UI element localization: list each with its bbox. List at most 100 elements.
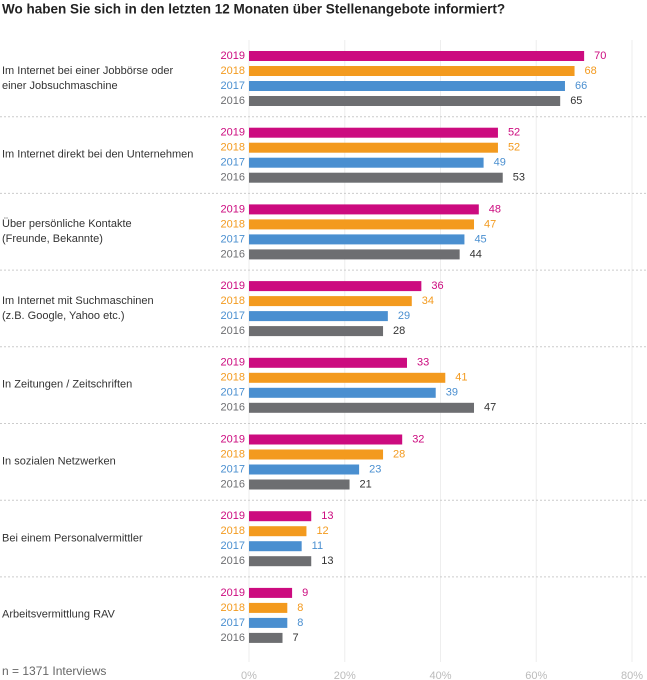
- value-label: 47: [484, 402, 496, 414]
- year-label: 2018: [221, 295, 245, 307]
- x-tick-label: 20%: [334, 670, 356, 680]
- bar: [249, 249, 460, 260]
- year-label: 2019: [221, 357, 245, 369]
- value-label: 13: [321, 510, 333, 522]
- value-label: 52: [508, 142, 520, 154]
- value-label: 34: [422, 295, 434, 307]
- value-label: 12: [316, 525, 328, 537]
- bar: [249, 464, 360, 475]
- bar: [249, 142, 498, 153]
- value-label: 8: [297, 602, 303, 614]
- year-label: 2016: [221, 555, 245, 567]
- bar: [249, 281, 422, 292]
- value-label: 33: [417, 357, 429, 369]
- value-label: 39: [446, 387, 458, 399]
- value-label: 44: [470, 248, 482, 260]
- year-label: 2017: [221, 157, 245, 169]
- year-label: 2016: [221, 632, 245, 644]
- year-label: 2019: [221, 510, 245, 522]
- bar: [249, 556, 312, 567]
- category-label: Über persönliche Kontakte (Freunde, Beka…: [2, 217, 132, 245]
- bar: [249, 357, 407, 368]
- value-label: 65: [570, 95, 582, 107]
- value-label: 7: [293, 632, 299, 644]
- year-label: 2018: [221, 142, 245, 154]
- bar: [249, 66, 575, 76]
- year-label: 2017: [221, 463, 245, 475]
- value-label: 52: [508, 127, 520, 139]
- bar: [249, 449, 384, 460]
- value-label: 70: [594, 50, 606, 62]
- year-label: 2018: [221, 525, 245, 537]
- bar: [249, 204, 479, 215]
- bar: [249, 51, 585, 61]
- value-label: 68: [585, 65, 597, 77]
- value-label: 29: [398, 310, 410, 322]
- bar: [249, 402, 475, 413]
- bar: [249, 387, 436, 398]
- year-label: 2017: [221, 540, 245, 552]
- bar: [249, 617, 288, 628]
- value-label: 49: [494, 157, 506, 169]
- bar: [249, 587, 293, 598]
- year-label: 2016: [221, 402, 245, 414]
- year-label: 2018: [221, 372, 245, 384]
- x-tick-label: 40%: [429, 670, 451, 680]
- bar: [249, 172, 503, 183]
- bar: [249, 127, 498, 138]
- value-label: 48: [489, 203, 501, 215]
- category-label: Bei einem Personalvermittler: [2, 532, 143, 545]
- year-label: 2018: [221, 65, 245, 77]
- category-label: In sozialen Netzwerken: [2, 455, 116, 468]
- category-label: In Zeitungen / Zeitschriften: [2, 378, 133, 391]
- year-label: 2019: [221, 50, 245, 62]
- bar: [249, 157, 484, 168]
- year-label: 2016: [221, 172, 245, 184]
- year-label: 2016: [221, 95, 245, 107]
- value-label: 47: [484, 218, 496, 230]
- year-label: 2018: [221, 218, 245, 230]
- bar: [249, 511, 312, 522]
- bar: [249, 372, 446, 383]
- year-label: 2017: [221, 233, 245, 245]
- value-label: 28: [393, 325, 405, 337]
- value-label: 21: [360, 478, 372, 490]
- bar: [249, 96, 561, 106]
- x-tick-label: 0%: [241, 670, 257, 680]
- note: n = 1371 Interviews: [2, 664, 106, 678]
- bar: [249, 296, 412, 307]
- bar: [249, 541, 302, 552]
- value-label: 32: [412, 433, 424, 445]
- value-label: 9: [302, 587, 308, 599]
- bar: [249, 526, 307, 537]
- value-label: 11: [312, 540, 323, 552]
- year-label: 2019: [221, 433, 245, 445]
- value-label: 13: [321, 555, 333, 567]
- bar: [249, 479, 350, 490]
- year-label: 2016: [221, 325, 245, 337]
- year-label: 2016: [221, 248, 245, 260]
- year-label: 2016: [221, 478, 245, 490]
- value-label: 66: [575, 80, 587, 92]
- value-label: 53: [513, 172, 525, 184]
- category-label: Im Internet bei einer Jobbörse oder eine…: [2, 64, 174, 92]
- year-label: 2018: [221, 448, 245, 460]
- bar: [249, 326, 384, 337]
- value-label: 41: [455, 372, 467, 384]
- value-label: 36: [431, 280, 443, 292]
- bar: [249, 219, 475, 230]
- year-label: 2018: [221, 602, 245, 614]
- bar: [249, 602, 288, 613]
- chart-title: Wo haben Sie sich in den letzten 12 Mona…: [2, 2, 505, 17]
- year-label: 2017: [221, 310, 245, 322]
- bar: [249, 81, 565, 91]
- x-tick-label: 80%: [621, 670, 643, 680]
- value-label: 45: [474, 233, 486, 245]
- bar: [249, 632, 283, 643]
- value-label: 28: [393, 448, 405, 460]
- bar: [249, 434, 403, 445]
- year-label: 2019: [221, 127, 245, 139]
- year-label: 2017: [221, 80, 245, 92]
